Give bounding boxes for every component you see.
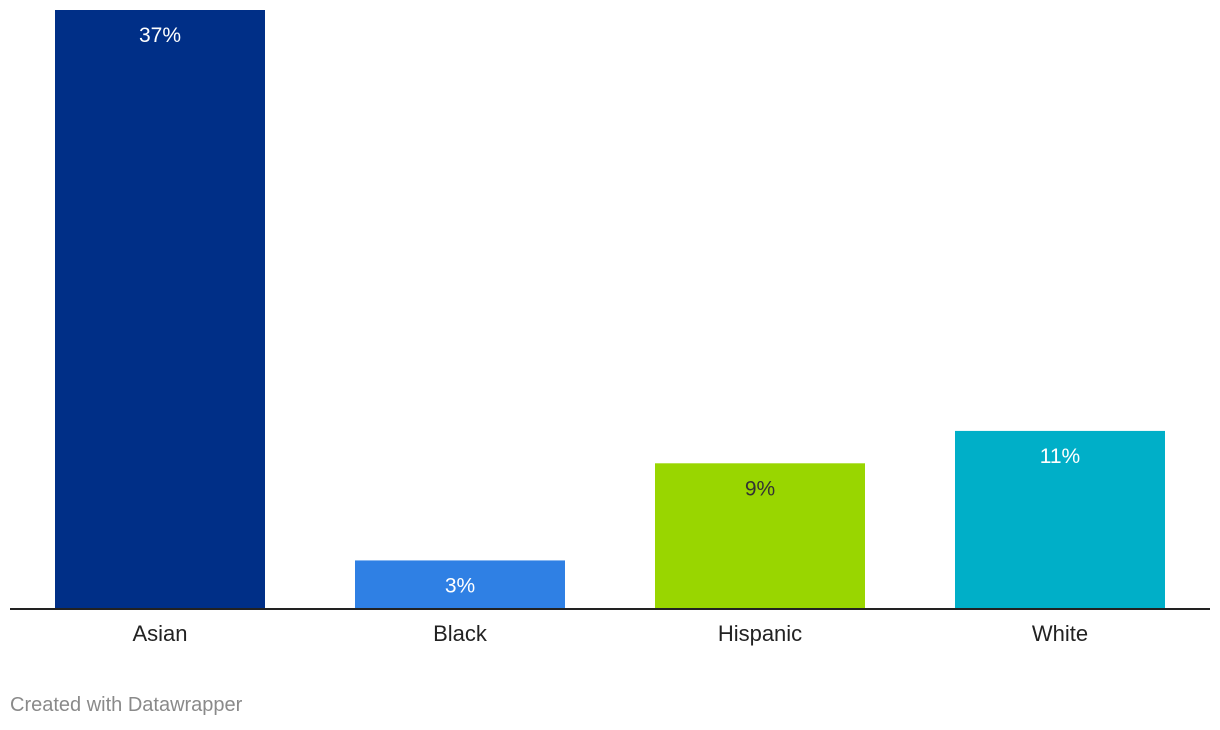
tick-label-hispanic: Hispanic xyxy=(718,621,802,646)
bar-chart: 37% 3% 9% 11% Asian Black Hispanic White xyxy=(10,10,1210,646)
value-label-white: 11% xyxy=(1040,445,1080,468)
value-labels-group: 37% 3% 9% 11% xyxy=(139,24,1080,597)
datawrapper-credit[interactable]: Created with Datawrapper xyxy=(10,694,243,716)
value-label-asian: 37% xyxy=(139,24,181,47)
bar-asian xyxy=(55,10,265,609)
bar-white xyxy=(955,430,1165,609)
tick-label-black: Black xyxy=(433,621,488,646)
x-axis-tick-labels: Asian Black Hispanic White xyxy=(132,621,1088,646)
tick-label-white: White xyxy=(1032,621,1088,646)
bars-group xyxy=(55,10,1165,609)
bar-hispanic xyxy=(655,463,865,609)
value-label-hispanic: 9% xyxy=(745,477,775,500)
bar-black xyxy=(355,560,565,609)
tick-label-asian: Asian xyxy=(132,621,187,646)
value-label-black: 3% xyxy=(445,574,475,597)
